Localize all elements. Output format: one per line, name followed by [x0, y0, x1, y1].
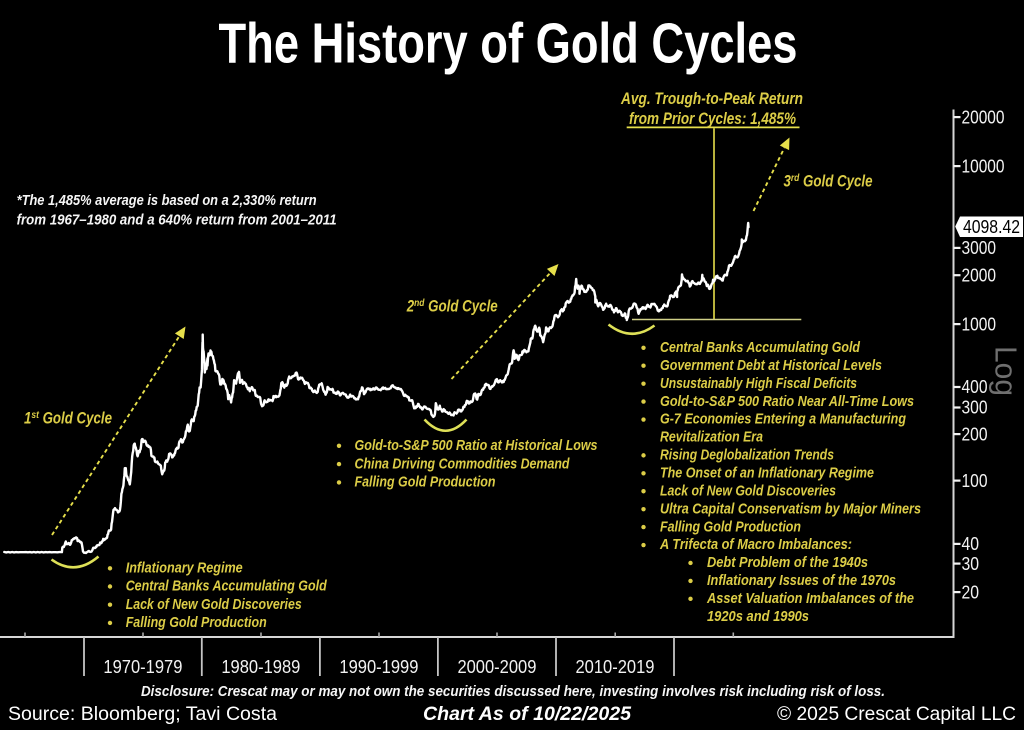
svg-text:300: 300 — [962, 397, 988, 418]
svg-text:2010-2019: 2010-2019 — [576, 657, 655, 677]
svg-text:20000: 20000 — [962, 106, 1005, 127]
svg-text:2000: 2000 — [962, 264, 997, 285]
svg-text:1970-1979: 1970-1979 — [103, 657, 182, 677]
svg-text:Unsustainably High Fiscal Defi: Unsustainably High Fiscal Deficits — [660, 376, 857, 392]
svg-text:Asset Valuation Imbalances of: Asset Valuation Imbalances of the — [706, 591, 914, 607]
svg-text:China Driving Commodities Dema: China Driving Commodities Demand — [355, 456, 571, 472]
svg-text:Lack of New Gold Discoveries: Lack of New Gold Discoveries — [126, 597, 302, 613]
svg-text:Inflationary Regime: Inflationary Regime — [126, 561, 243, 577]
svg-text:100: 100 — [962, 470, 988, 491]
svg-text:Inflationary Issues of the 197: Inflationary Issues of the 1970s — [707, 573, 896, 589]
svg-text:Revitalization Era: Revitalization Era — [660, 430, 763, 446]
svg-text:4098.42: 4098.42 — [963, 217, 1020, 237]
svg-text:Chart As of 10/22/2025: Chart As of 10/22/2025 — [423, 703, 632, 725]
svg-text:Ultra Capital Conservatism by: Ultra Capital Conservatism by Major Mine… — [660, 501, 921, 517]
svg-text:Central Banks Accumulating Gol: Central Banks Accumulating Gold — [126, 579, 328, 595]
svg-text:200: 200 — [962, 423, 988, 444]
svg-text:A Trifecta of Macro Imbalances: A Trifecta of Macro Imbalances: — [659, 537, 852, 553]
svg-text:Avg. Trough-to-Peak Return: Avg. Trough-to-Peak Return — [620, 90, 803, 108]
svg-text:1920s and 1990s: 1920s and 1990s — [707, 609, 809, 625]
svg-text:Source: Bloomberg; Tavi Costa: Source: Bloomberg; Tavi Costa — [8, 703, 277, 725]
svg-text:The History of Gold Cycles: The History of Gold Cycles — [219, 11, 798, 75]
svg-text:Falling Gold Production: Falling Gold Production — [355, 475, 496, 491]
svg-text:1990-1999: 1990-1999 — [339, 657, 418, 677]
svg-text:Lack of New Gold Discoveries: Lack of New Gold Discoveries — [660, 483, 836, 499]
svg-text:30: 30 — [962, 553, 980, 574]
svg-text:20: 20 — [962, 581, 980, 602]
svg-text:2nd Gold Cycle: 2nd Gold Cycle — [406, 297, 498, 316]
svg-text:Rising Deglobalization Trends: Rising Deglobalization Trends — [660, 448, 834, 464]
svg-text:40: 40 — [962, 533, 980, 554]
svg-text:3rd Gold Cycle: 3rd Gold Cycle — [784, 172, 873, 191]
svg-text:Gold-to-S&P 500 Ratio at Histo: Gold-to-S&P 500 Ratio at Historical Lows — [355, 438, 598, 454]
svg-text:Falling Gold Production: Falling Gold Production — [126, 615, 267, 631]
svg-text:Debt Problem of the 1940s: Debt Problem of the 1940s — [707, 555, 868, 571]
svg-text:Gold-to-S&P 500 Ratio Near All: Gold-to-S&P 500 Ratio Near All-Time Lows — [660, 394, 914, 410]
svg-text:1st Gold Cycle: 1st Gold Cycle — [24, 409, 112, 428]
svg-text:2000-2009: 2000-2009 — [457, 657, 536, 677]
svg-text:G-7 Economies Entering a Manuf: G-7 Economies Entering a Manufacturing — [660, 412, 906, 428]
svg-text:Falling Gold Production: Falling Gold Production — [660, 519, 801, 535]
svg-text:from 1967–1980 and a 640% retu: from 1967–1980 and a 640% return from 20… — [17, 211, 337, 228]
svg-text:*The 1,485% average is based o: *The 1,485% average is based on a 2,330%… — [17, 192, 317, 209]
svg-text:Disclosure: Crescat may or may: Disclosure: Crescat may or may not own t… — [141, 684, 885, 700]
svg-text:Log: Log — [989, 346, 1024, 396]
svg-text:from Prior Cycles: 1,485%: from Prior Cycles: 1,485% — [629, 110, 796, 128]
svg-text:1980-1989: 1980-1989 — [221, 657, 300, 677]
svg-text:© 2025 Crescat Capital LLC: © 2025 Crescat Capital LLC — [777, 703, 1016, 725]
svg-text:3000: 3000 — [962, 237, 997, 258]
svg-text:1000: 1000 — [962, 313, 997, 334]
svg-text:Central Banks Accumulating Gol: Central Banks Accumulating Gold — [660, 340, 861, 356]
svg-text:The Onset of an Inflationary R: The Onset of an Inflationary Regime — [660, 466, 874, 482]
svg-text:10000: 10000 — [962, 155, 1005, 176]
svg-text:400: 400 — [962, 376, 988, 397]
svg-text:Government Debt at Historical: Government Debt at Historical Levels — [660, 358, 882, 374]
